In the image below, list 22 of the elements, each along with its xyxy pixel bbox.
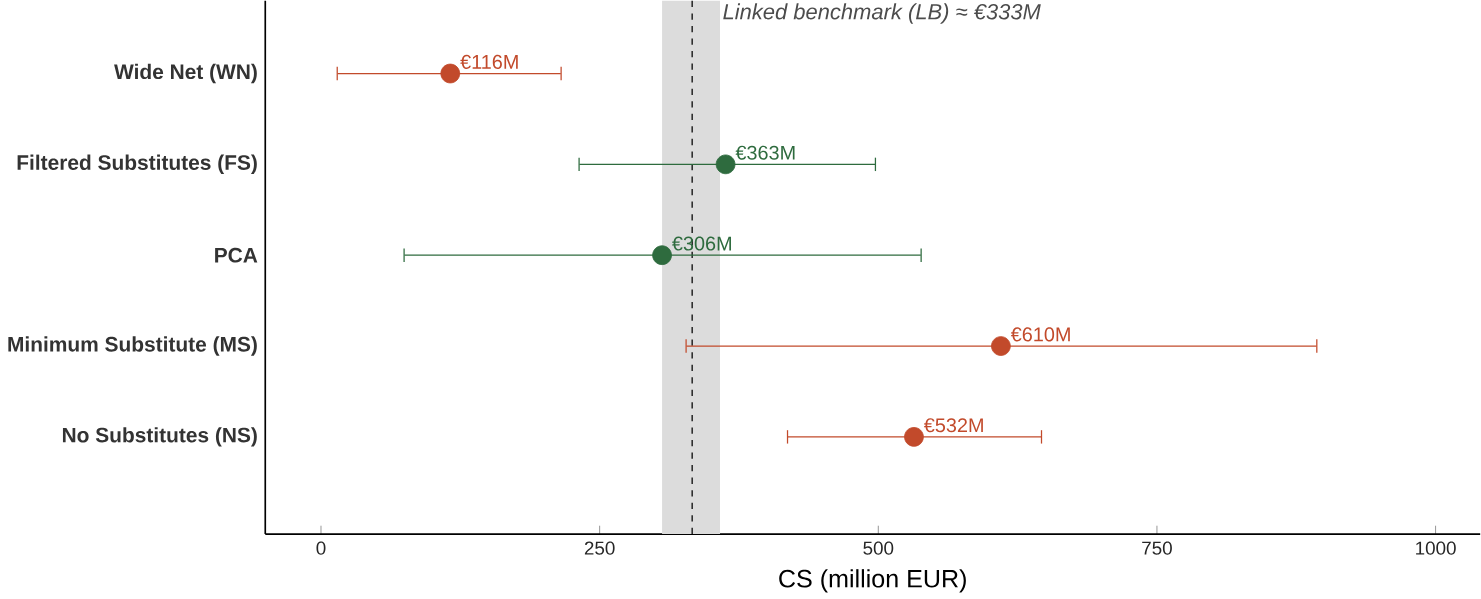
data-label: €532M [923,417,983,433]
data-label: €306M [672,236,731,251]
data-label: €116M [460,54,518,69]
point [652,245,672,265]
x-axis-title: CS (million EUR) [779,568,966,593]
x-tick-label: 750 [1142,541,1172,555]
data-label: €610M [1010,327,1070,342]
ref-line-label: Linked benchmark (LB) ≈ €333M [723,3,1041,24]
point [440,63,461,84]
y-tick-label: No Substitutes (NS) [62,426,257,447]
x-tick-label: 500 [863,541,894,555]
x-tick-label: 0 [316,541,326,555]
data-label: €363M [735,145,795,160]
y-tick-label: PCA [215,247,258,263]
point [904,426,924,447]
y-tick-label: Filtered Substitutes (FS) [17,154,257,174]
y-tick-label: Minimum Substitute (MS) [8,336,257,356]
point [991,335,1011,356]
x-tick-label: 250 [584,541,615,555]
x-tick-label: 1000 [1416,541,1456,555]
point [715,154,736,174]
y-tick-label: Wide Net (WN) [114,63,257,84]
